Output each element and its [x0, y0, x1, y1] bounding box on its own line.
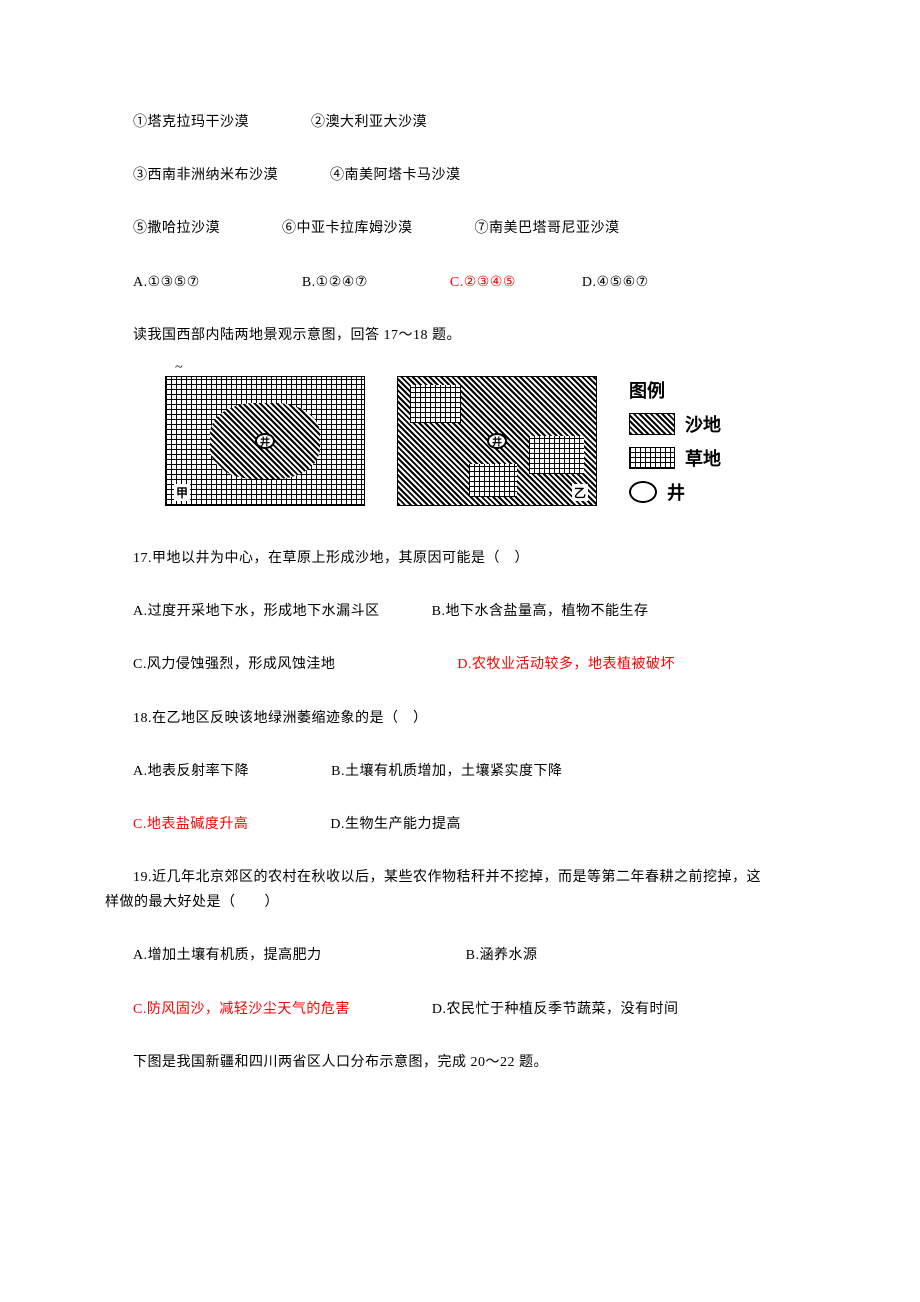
legend-row-grass: 草地	[629, 445, 721, 471]
q18-row-ab: A.地表反射率下降 B.土壤有机质增加，土壤紧实度下降	[105, 759, 815, 784]
desert-opt-c: C.②③④⑤	[450, 270, 516, 295]
grass-patch-2	[529, 436, 584, 474]
desert-opt-a: A.①③⑤⑦	[133, 270, 200, 295]
legend-row-well: 井	[629, 479, 721, 505]
desert-1: ①塔克拉玛干沙漠	[133, 110, 249, 135]
q19-opt-c: C.防风固沙，减轻沙尘天气的危害	[133, 997, 350, 1022]
desert-list-row-3: ⑤撒哈拉沙漠 ⑥中亚卡拉库姆沙漠 ⑦南美巴塔哥尼亚沙漠	[105, 216, 815, 241]
desert-options: A.①③⑤⑦ B.①②④⑦ C.②③④⑤ D.④⑤⑥⑦	[105, 270, 815, 295]
desert-7: ⑦南美巴塔哥尼亚沙漠	[475, 216, 620, 241]
legend-swatch-well	[629, 481, 657, 503]
desert-list-row-2: ③西南非洲纳米布沙漠 ④南美阿塔卡马沙漠	[105, 163, 815, 188]
q17-opt-c: C.风力侵蚀强烈，形成风蚀洼地	[133, 652, 335, 677]
desert-5: ⑤撒哈拉沙漠	[133, 216, 220, 241]
desert-list-row-1: ①塔克拉玛干沙漠 ②澳大利亚大沙漠	[105, 110, 815, 135]
intro-20-22: 下图是我国新疆和四川两省区人口分布示意图，完成 20～22 题。	[105, 1050, 815, 1075]
q17-opt-d: D.农牧业活动较多，地表植被破坏	[457, 652, 675, 677]
legend-title: 图例	[629, 377, 721, 403]
desert-4: ④南美阿塔卡马沙漠	[330, 163, 461, 188]
q19-row-cd: C.防风固沙，减轻沙尘天气的危害 D.农民忙于种植反季节蔬菜，没有时间	[105, 997, 815, 1022]
legend-row-sand: 沙地	[629, 411, 721, 437]
q19-stem: 19.近几年北京郊区的农村在秋收以后，某些农作物秸秆并不挖掉，而是等第二年春耕之…	[105, 865, 815, 915]
q17-opt-b: B.地下水含盐量高，植物不能生存	[432, 599, 649, 624]
intro-17-18: 读我国西部内陆两地景观示意图，回答 17～18 题。	[105, 323, 815, 348]
desert-6: ⑥中亚卡拉库姆沙漠	[282, 216, 413, 241]
well-symbol: 井	[492, 433, 502, 448]
q19-opt-a: A.增加土壤有机质，提高肥力	[133, 943, 322, 968]
q17-stem: 17.甲地以井为中心，在草原上形成沙地，其原因可能是（ ）	[105, 546, 815, 571]
diagram-right: 井 乙	[397, 376, 597, 506]
q19-prefix: 19.近几年北京郊区的农村在秋收以后，某些农作物秸秆并不挖掉，而是等第二年春耕之…	[105, 870, 761, 885]
q18-row-cd: C.地表盐碱度升高 D.生物生产能力提高	[105, 812, 815, 837]
well-symbol: 井	[260, 433, 270, 448]
diagram-left-label: 甲	[174, 484, 190, 501]
q19-opt-b: B.涵养水源	[466, 943, 538, 968]
diagram-left: ~ 井 甲	[165, 376, 365, 506]
grass-patch-1	[410, 385, 461, 423]
legend-swatch-sand	[629, 413, 675, 435]
q18-stem: 18.在乙地区反映该地绿洲萎缩迹象的是（ ）	[105, 706, 815, 731]
q18-opt-c: C.地表盐碱度升高	[133, 812, 248, 837]
desert-3: ③西南非洲纳米布沙漠	[133, 163, 278, 188]
q17-opt-a: A.过度开采地下水，形成地下水漏斗区	[133, 599, 380, 624]
tilde-mark: ~	[175, 360, 183, 376]
legend-label-grass: 草地	[685, 445, 721, 471]
diagram-right-label: 乙	[572, 484, 588, 501]
legend-label-well: 井	[667, 479, 685, 505]
q19-opt-d: D.农民忙于种植反季节蔬菜，没有时间	[432, 997, 679, 1022]
q19-row-ab: A.增加土壤有机质，提高肥力 B.涵养水源	[105, 943, 815, 968]
q17-row-ab: A.过度开采地下水，形成地下水漏斗区 B.地下水含盐量高，植物不能生存	[105, 599, 815, 624]
q18-opt-b: B.土壤有机质增加，土壤紧实度下降	[331, 759, 562, 784]
q17-row-cd: C.风力侵蚀强烈，形成风蚀洼地 D.农牧业活动较多，地表植被破坏	[105, 652, 815, 677]
figure-container: ~ 井 甲 井 乙 图例 沙地 草地 井	[165, 376, 815, 506]
legend-label-sand: 沙地	[685, 411, 721, 437]
desert-2: ②澳大利亚大沙漠	[311, 110, 427, 135]
q18-opt-d: D.生物生产能力提高	[330, 812, 461, 837]
q18-opt-a: A.地表反射率下降	[133, 759, 249, 784]
grass-patch-3	[469, 464, 517, 497]
legend-swatch-grass	[629, 447, 675, 469]
desert-opt-b: B.①②④⑦	[302, 270, 368, 295]
legend: 图例 沙地 草地 井	[629, 377, 721, 505]
q19-suffix: 样做的最大好处是（ ）	[105, 895, 279, 910]
desert-opt-d: D.④⑤⑥⑦	[582, 270, 649, 295]
